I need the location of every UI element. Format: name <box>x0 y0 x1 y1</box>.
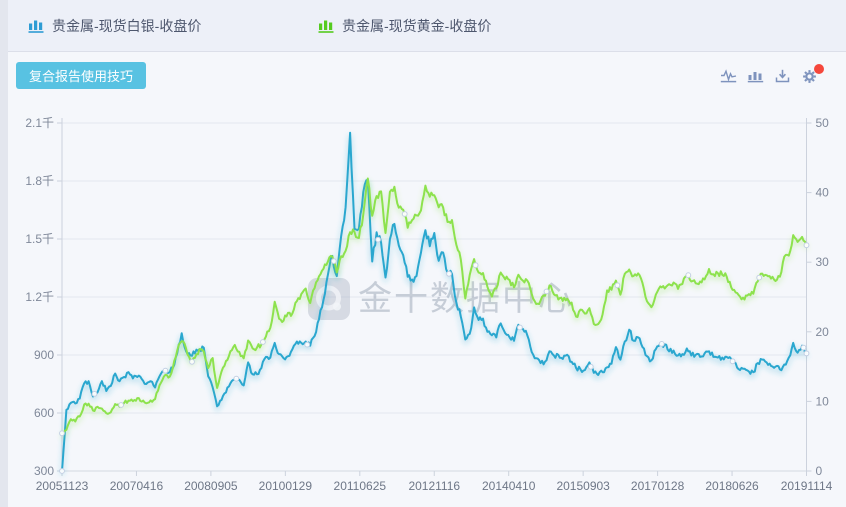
left-axis-tick-label: 2.1千 <box>25 116 54 130</box>
data-point-marker <box>162 367 169 374</box>
x-axis-tick-label: 20140410 <box>482 479 536 493</box>
left-axis-tick-label: 1.2千 <box>25 290 54 304</box>
right-axis-tick-label: 10 <box>816 394 830 408</box>
data-point-marker <box>401 211 408 217</box>
left-edge-strip <box>0 0 8 507</box>
x-axis-tick-label: 20191114 <box>781 479 833 493</box>
left-axis-tick-label: 900 <box>34 348 54 362</box>
jin10-logo-dot <box>333 302 341 311</box>
x-axis-tick-label: 20150903 <box>556 479 610 493</box>
price-line-chart[interactable]: 金十数据中心 2.1千1.8千1.5千1.2千90060030050403020… <box>8 53 846 507</box>
data-point-marker <box>330 258 337 265</box>
left-axis-tick-label: 300 <box>34 464 54 478</box>
data-point-marker <box>517 324 523 331</box>
data-point-marker <box>446 270 452 277</box>
data-point-marker <box>729 358 736 365</box>
data-point-marker <box>59 430 65 437</box>
data-point-marker <box>658 341 665 347</box>
data-point-marker <box>543 288 550 295</box>
right-axis-tick-label: 30 <box>816 255 830 269</box>
data-point-marker <box>803 350 810 357</box>
data-point-marker <box>118 402 124 408</box>
data-point-marker <box>685 272 692 279</box>
data-point-marker <box>91 391 98 397</box>
data-point-marker <box>59 468 65 474</box>
legend-item-gold[interactable]: 贵金属-现货黄金-收盘价 <box>318 0 491 52</box>
left-axis-tick-label: 600 <box>34 406 54 420</box>
x-axis-tick-label: 20110625 <box>334 479 387 493</box>
series-line-gold[interactable] <box>61 177 808 435</box>
notification-dot <box>814 64 824 74</box>
legend-label-gold: 贵金属-现货黄金-收盘价 <box>342 18 492 34</box>
x-axis-tick-label: 20070416 <box>110 479 164 493</box>
data-point-marker <box>472 262 479 269</box>
x-axis-tick-label: 20170128 <box>631 479 685 493</box>
data-point-marker <box>189 358 195 365</box>
left-axis-tick-label: 1.8千 <box>25 174 54 188</box>
jin10-logo-icon <box>308 278 350 320</box>
data-point-marker <box>304 341 311 348</box>
data-point-marker <box>260 339 266 345</box>
tips-button[interactable]: 复合报告使用技巧 <box>16 62 147 89</box>
bar-chart-icon[interactable] <box>747 68 764 85</box>
x-axis-tick-label: 20121116 <box>408 479 460 493</box>
legend-item-silver[interactable]: 贵金属-现货白银-收盘价 <box>28 0 201 52</box>
x-axis-tick-label: 20051123 <box>36 479 89 493</box>
chart-panel: 复合报告使用技巧 <box>8 53 846 507</box>
data-point-marker <box>756 274 763 281</box>
bar-chart-icon <box>28 20 44 33</box>
settings-gear-icon[interactable] <box>801 64 824 85</box>
right-axis-tick-label: 20 <box>816 325 830 339</box>
x-axis-tick-label: 20080905 <box>184 479 238 493</box>
x-axis-tick-label: 20180626 <box>705 479 759 493</box>
right-axis-tick-label: 40 <box>816 186 830 200</box>
series-line-silver[interactable] <box>61 131 808 472</box>
data-point-marker <box>375 236 382 243</box>
legend-label-silver: 贵金属-现货白银-收盘价 <box>52 18 202 34</box>
chart-header: 贵金属-现货白银-收盘价 贵金属-现货黄金-收盘价 <box>8 0 846 52</box>
data-point-marker <box>800 344 807 351</box>
right-axis-tick-label: 0 <box>816 464 823 478</box>
bar-chart-icon <box>318 20 334 33</box>
data-point-marker <box>233 375 240 382</box>
left-axis-tick-label: 1.5千 <box>25 232 54 246</box>
chart-toolbar <box>720 64 824 85</box>
line-chart-icon[interactable] <box>720 68 737 85</box>
data-point-marker <box>614 282 621 289</box>
x-axis-tick-label: 20100129 <box>259 479 313 493</box>
data-point-marker <box>803 242 810 249</box>
download-icon[interactable] <box>774 68 791 85</box>
data-point-marker <box>587 363 594 370</box>
right-axis-tick-label: 50 <box>816 116 830 130</box>
